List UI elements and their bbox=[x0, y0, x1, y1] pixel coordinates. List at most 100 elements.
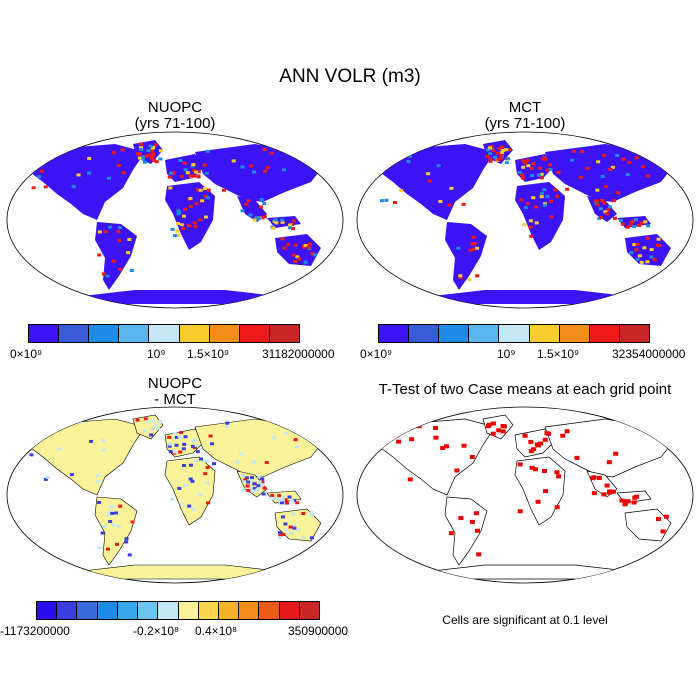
grid-cell bbox=[108, 520, 113, 524]
grid-cell bbox=[629, 251, 634, 255]
grid-cell bbox=[255, 488, 260, 492]
grid-cell bbox=[520, 159, 525, 163]
grid-cell bbox=[295, 501, 300, 505]
grid-cell bbox=[105, 274, 110, 278]
colorbar-swatch bbox=[197, 601, 219, 620]
grid-cell bbox=[649, 248, 654, 252]
grid-cell bbox=[433, 425, 439, 430]
grid-cell bbox=[168, 450, 173, 454]
map-nuopc bbox=[6, 131, 344, 309]
grid-cell bbox=[468, 248, 473, 252]
grid-cell bbox=[529, 234, 534, 238]
grid-cell bbox=[625, 499, 631, 504]
grid-cell bbox=[261, 492, 266, 496]
grid-cell bbox=[533, 205, 538, 209]
grid-cell bbox=[273, 497, 278, 501]
colorbar-swatch bbox=[56, 601, 78, 620]
grid-cell bbox=[87, 171, 92, 175]
grid-cell bbox=[598, 207, 603, 211]
grid-cell bbox=[168, 171, 173, 175]
grid-cell bbox=[280, 498, 285, 502]
grid-cell bbox=[607, 490, 613, 495]
grid-cell bbox=[620, 222, 625, 226]
grid-cell bbox=[198, 218, 203, 222]
grid-cell bbox=[117, 239, 122, 243]
grid-cell bbox=[625, 172, 630, 176]
grid-cell bbox=[187, 504, 192, 508]
grid-cell bbox=[606, 208, 611, 212]
colorbar-swatch bbox=[558, 324, 590, 343]
grid-cell bbox=[97, 253, 102, 257]
grid-cell bbox=[144, 154, 149, 158]
grid-cell bbox=[167, 175, 172, 179]
grid-cell bbox=[280, 237, 285, 241]
grid-cell bbox=[181, 226, 186, 230]
grid-cell bbox=[221, 188, 226, 192]
grid-cell bbox=[301, 245, 306, 249]
grid-cell bbox=[540, 191, 545, 195]
grid-cell bbox=[231, 159, 236, 163]
grid-cell bbox=[150, 427, 155, 431]
colorbar-swatch bbox=[438, 324, 470, 343]
grid-cell bbox=[596, 475, 602, 480]
grid-cell bbox=[392, 200, 397, 204]
grid-cell bbox=[595, 203, 600, 207]
grid-cell bbox=[529, 465, 535, 470]
grid-cell bbox=[260, 477, 265, 481]
grid-cell bbox=[409, 437, 415, 442]
grid-cell bbox=[111, 259, 116, 263]
grid-cell bbox=[273, 218, 278, 222]
grid-cell bbox=[639, 260, 644, 264]
grid-cell bbox=[443, 444, 449, 449]
colorbar-swatch bbox=[137, 601, 159, 620]
grid-cell bbox=[290, 222, 295, 226]
grid-cell bbox=[637, 223, 642, 227]
grid-cell bbox=[206, 501, 211, 505]
grid-cell bbox=[262, 147, 267, 151]
grid-cell bbox=[539, 172, 544, 176]
grid-cell bbox=[438, 199, 443, 203]
grid-cell bbox=[548, 167, 553, 171]
colorbar-nuopc bbox=[28, 324, 300, 343]
grid-cell bbox=[154, 160, 159, 164]
grid-cell bbox=[186, 224, 191, 228]
grid-cell bbox=[565, 187, 570, 191]
colorbar-swatch bbox=[408, 324, 440, 343]
grid-cell bbox=[602, 153, 607, 157]
cb1-label-min: 0×10⁹ bbox=[10, 347, 43, 361]
grid-cell bbox=[46, 475, 51, 479]
grid-cell bbox=[199, 457, 204, 461]
grid-cell bbox=[101, 272, 106, 276]
colorbar-swatch bbox=[238, 324, 270, 343]
grid-cell bbox=[195, 188, 200, 192]
colorbar-swatch bbox=[258, 601, 280, 620]
grid-cell bbox=[642, 246, 647, 250]
cb1-label-mid2: 1.5×10⁹ bbox=[187, 347, 230, 361]
grid-cell bbox=[297, 257, 302, 261]
cb2-label-min: 0×10⁹ bbox=[360, 347, 393, 361]
grid-cell bbox=[240, 209, 245, 213]
grid-cell bbox=[542, 437, 548, 442]
grid-cell bbox=[29, 154, 34, 158]
grid-cell bbox=[426, 172, 431, 176]
grid-cell bbox=[549, 215, 554, 219]
grid-cell bbox=[553, 188, 558, 192]
grid-cell bbox=[532, 467, 538, 472]
grid-cell bbox=[138, 152, 143, 156]
grid-cell bbox=[531, 162, 536, 166]
grid-cell bbox=[167, 435, 172, 439]
grid-cell bbox=[522, 433, 528, 438]
grid-cell bbox=[200, 199, 205, 203]
grid-cell bbox=[600, 174, 605, 178]
grid-cell bbox=[458, 274, 463, 278]
grid-cell bbox=[458, 276, 463, 280]
colorbar-swatch bbox=[96, 601, 118, 620]
grid-cell bbox=[262, 486, 267, 490]
grid-cell bbox=[106, 513, 111, 517]
grid-cell bbox=[188, 204, 193, 208]
grid-cell bbox=[130, 520, 135, 524]
grid-cell bbox=[210, 442, 215, 446]
grid-cell bbox=[603, 210, 608, 214]
cb3-label-max: 350900000 bbox=[288, 624, 349, 638]
grid-cell bbox=[506, 148, 511, 152]
